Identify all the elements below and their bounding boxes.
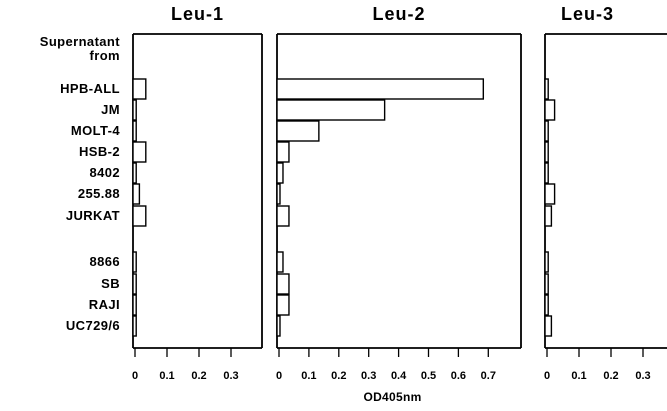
bar-leu-1-molt-4 [132, 120, 137, 142]
x-tick-label: 0.1 [571, 370, 587, 382]
bar-leu-3-molt-4 [544, 120, 549, 142]
bar-leu-3-8402 [544, 162, 549, 184]
x-axis-label: OD405nm [363, 390, 422, 404]
row-label-molt-4: MOLT-4 [70, 123, 120, 138]
x-tick-label: 0.3 [635, 370, 651, 382]
bar-leu-3-uc729-6 [544, 315, 553, 337]
row-header-line-2: from [89, 48, 120, 63]
bar-leu-3-raji [544, 294, 549, 316]
row-label-sb: SB [101, 276, 120, 291]
x-tick-label: 0.1 [159, 370, 175, 382]
bar-leu-1-8402 [132, 162, 137, 184]
bar-leu-1-sb [132, 273, 137, 295]
bar-leu-3-hpb-all [544, 78, 549, 100]
bar-leu-2-hpb-all [276, 78, 485, 100]
panel-leu-1 [132, 33, 263, 357]
x-tick-label: 0.7 [480, 370, 496, 382]
bar-leu-2-sb [276, 273, 290, 295]
x-tick-label: 0 [543, 370, 551, 382]
panel-leu-2 [276, 33, 522, 357]
x-tick-label: 0 [131, 370, 139, 382]
bar-leu-3-jm [544, 99, 556, 121]
bar-leu-1-8866 [132, 251, 137, 273]
bar-leu-1-jm [132, 99, 137, 121]
x-tick-label: 0.5 [420, 370, 437, 382]
x-tick-label: 0.2 [603, 370, 619, 382]
bar-leu-3-hsb-2 [544, 141, 549, 163]
bar-leu-2-hsb-2 [276, 141, 290, 163]
bar-leu-1-hsb-2 [132, 141, 147, 163]
panel-title-leu-1: Leu-1 [170, 4, 224, 24]
x-tick-label: 0 [275, 370, 283, 382]
x-tick-label: 0.1 [301, 370, 317, 382]
bar-leu-3-jurkat [544, 205, 553, 227]
bar-leu-1-255-88 [132, 183, 141, 205]
x-tick-label: 0.4 [390, 370, 407, 382]
x-tick-label: 0.2 [331, 370, 347, 382]
row-label-8402: 8402 [89, 165, 120, 180]
bar-leu-2-8866 [276, 251, 284, 273]
bar-leu-3-8866 [544, 251, 549, 273]
row-label-jurkat: JURKAT [65, 208, 120, 223]
row-label-hpb-all: HPB-ALL [60, 81, 120, 96]
x-tick-label: 0.3 [361, 370, 377, 382]
panel-leu-3 [544, 33, 667, 357]
row-label-jm: JM [101, 102, 120, 117]
x-tick-label: 0.3 [223, 370, 239, 382]
bar-leu-2-8402 [276, 162, 284, 184]
panel-title-leu-3: Leu-3 [560, 4, 614, 24]
row-label-8866: 8866 [89, 254, 120, 269]
x-tick-label: 0.6 [450, 370, 467, 382]
bar-leu-2-molt-4 [276, 120, 320, 142]
bar-leu-3-255-88 [544, 183, 556, 205]
bar-leu-2-uc729-6 [276, 315, 281, 337]
bar-leu-2-255-88 [276, 183, 281, 205]
bar-leu-1-jurkat [132, 205, 147, 227]
bar-leu-3-sb [544, 273, 549, 295]
row-label-255-88: 255.88 [77, 186, 120, 201]
bar-leu-2-jurkat [276, 205, 290, 227]
row-label-hsb-2: HSB-2 [78, 144, 120, 159]
bar-leu-1-hpb-all [132, 78, 147, 100]
row-label-raji: RAJI [88, 297, 120, 312]
panel-title-leu-2: Leu-2 [372, 4, 426, 24]
bar-leu-1-uc729-6 [132, 315, 137, 337]
bar-leu-1-raji [132, 294, 137, 316]
x-tick-label: 0.2 [191, 370, 207, 382]
bar-leu-2-raji [276, 294, 290, 316]
row-header-line-1: Supernatant [39, 34, 120, 49]
row-label-uc729-6: UC729/6 [65, 318, 120, 333]
bar-leu-2-jm [276, 99, 386, 121]
